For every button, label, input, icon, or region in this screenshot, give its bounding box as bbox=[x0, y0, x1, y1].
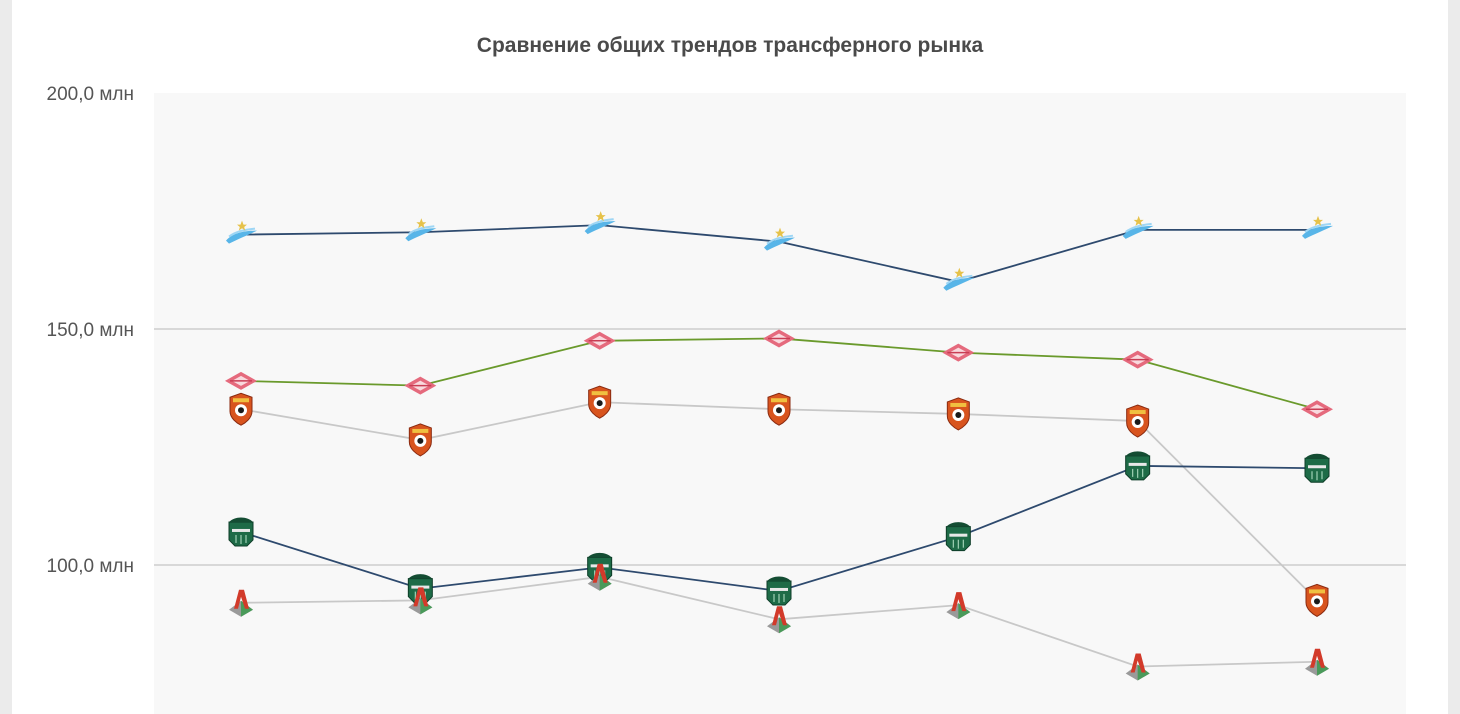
shield-ball-center bbox=[238, 407, 244, 414]
cska-crest-marker bbox=[229, 392, 253, 426]
wave-shape bbox=[945, 274, 973, 285]
crest-letter bbox=[1310, 648, 1325, 668]
cska-crest-marker bbox=[1126, 404, 1150, 438]
lokomotiv-crest-marker bbox=[1125, 653, 1150, 681]
line-chart: 100,0 млн 150,0 млн 200,0 млн bbox=[47, 84, 1406, 714]
star-shape bbox=[595, 211, 606, 222]
zenit-crest-marker bbox=[764, 227, 795, 251]
wave-shape bbox=[587, 218, 614, 228]
lokomotiv-crest-marker bbox=[946, 592, 971, 620]
crest-band bbox=[232, 528, 250, 532]
wave-shape bbox=[1302, 225, 1333, 239]
spartak-crest-marker bbox=[942, 343, 975, 362]
wave-shape bbox=[943, 277, 975, 291]
zenit-crest-marker bbox=[584, 211, 616, 235]
y-tick-label: 150,0 млн bbox=[47, 320, 134, 341]
lokomotiv-crest-marker bbox=[229, 589, 253, 617]
crest-top bbox=[587, 552, 612, 558]
lokomotiv-crest-marker bbox=[587, 563, 612, 591]
crest-letter bbox=[1130, 653, 1146, 673]
crest-letter bbox=[951, 592, 967, 612]
spartak-crest-marker bbox=[763, 329, 795, 348]
y-tick-label: 100,0 млн bbox=[47, 556, 134, 577]
shield-ball-center bbox=[417, 437, 424, 444]
shield-band bbox=[1309, 589, 1325, 594]
shield-band bbox=[591, 391, 608, 396]
cska-crest-marker bbox=[1305, 583, 1329, 617]
y-tick-label: 200,0 млн bbox=[47, 84, 134, 105]
chart-title: Сравнение общих трендов трансферного рын… bbox=[476, 34, 984, 57]
star-shape bbox=[416, 218, 427, 229]
shield-ball-center bbox=[955, 411, 962, 418]
star-shape bbox=[775, 227, 785, 238]
spartak-crest-marker bbox=[404, 376, 437, 395]
star-shape bbox=[1313, 215, 1323, 226]
zenit-crest-marker bbox=[1302, 215, 1333, 239]
shield-band bbox=[1129, 410, 1146, 415]
spartak-crest-marker bbox=[1301, 400, 1333, 419]
cska-crest-marker bbox=[767, 392, 791, 426]
zenit-crest-marker bbox=[405, 218, 437, 242]
lokomotiv-crest-marker bbox=[408, 587, 433, 615]
krasnodar-crest-marker bbox=[1304, 453, 1330, 483]
wave-shape bbox=[407, 225, 435, 236]
shield-band bbox=[950, 402, 967, 407]
crest-top bbox=[1125, 451, 1150, 456]
zenit-crest-marker bbox=[226, 220, 257, 244]
crest-band bbox=[949, 533, 968, 537]
wave-shape bbox=[228, 227, 256, 238]
shield-ball-center bbox=[596, 400, 603, 407]
cska-crest-marker bbox=[588, 385, 612, 419]
crest-band bbox=[1128, 462, 1147, 466]
crest-letter bbox=[413, 587, 429, 607]
crest-top bbox=[408, 574, 433, 579]
zenit-crest-marker bbox=[943, 267, 975, 291]
shield-band bbox=[412, 428, 429, 433]
crest-band bbox=[770, 587, 788, 591]
wave-shape bbox=[1122, 225, 1154, 239]
chart-card: Сравнение общих трендов трансферного рын… bbox=[12, 0, 1448, 714]
crest-band bbox=[411, 585, 430, 589]
shield-ball-center bbox=[776, 407, 782, 414]
shield-ball-center bbox=[1314, 598, 1320, 605]
wave-shape bbox=[764, 237, 795, 251]
lokomotiv-crest-marker bbox=[767, 606, 791, 634]
shield-band bbox=[771, 398, 787, 403]
crest-top bbox=[1305, 453, 1329, 459]
wave-shape bbox=[226, 230, 257, 244]
wave-shape bbox=[766, 234, 794, 245]
crest-top bbox=[767, 576, 791, 581]
krasnodar-crest-marker bbox=[945, 522, 971, 552]
star-shape bbox=[954, 267, 965, 278]
wave-shape bbox=[584, 221, 616, 235]
shield-ball-center bbox=[1134, 419, 1141, 426]
crest-top bbox=[946, 522, 971, 527]
krasnodar-crest-marker bbox=[228, 517, 254, 547]
crest-band bbox=[1308, 465, 1326, 469]
star-shape bbox=[1133, 215, 1144, 226]
crest-letter bbox=[772, 606, 787, 626]
spartak-crest-marker bbox=[583, 331, 616, 350]
krasnodar-crest-marker bbox=[1125, 451, 1151, 481]
crest-top bbox=[229, 517, 253, 522]
wave-shape bbox=[405, 228, 437, 242]
spartak-crest-marker bbox=[1121, 350, 1154, 369]
shield-band bbox=[233, 398, 249, 403]
krasnodar-crest-marker bbox=[766, 576, 792, 606]
spartak-crest-marker bbox=[225, 371, 257, 390]
crest-letter bbox=[592, 563, 608, 583]
zenit-crest-marker bbox=[1122, 215, 1154, 239]
wave-shape bbox=[1304, 222, 1332, 233]
cska-crest-marker bbox=[408, 423, 432, 457]
star-shape bbox=[237, 220, 247, 231]
cska-crest-marker bbox=[946, 397, 970, 431]
lokomotiv-crest-marker bbox=[1305, 648, 1329, 676]
crest-letter bbox=[234, 589, 249, 609]
wave-shape bbox=[1125, 222, 1152, 233]
